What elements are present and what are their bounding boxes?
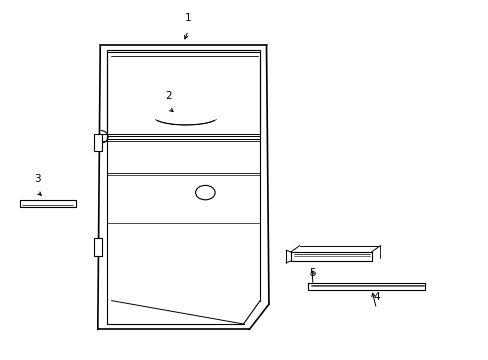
Text: 1: 1 (184, 13, 191, 23)
Text: 4: 4 (372, 292, 379, 302)
Text: 3: 3 (34, 174, 41, 184)
Text: 5: 5 (309, 268, 316, 278)
Text: 2: 2 (165, 91, 172, 101)
Bar (94, 134, 102, 151)
Bar (94, 238, 102, 256)
